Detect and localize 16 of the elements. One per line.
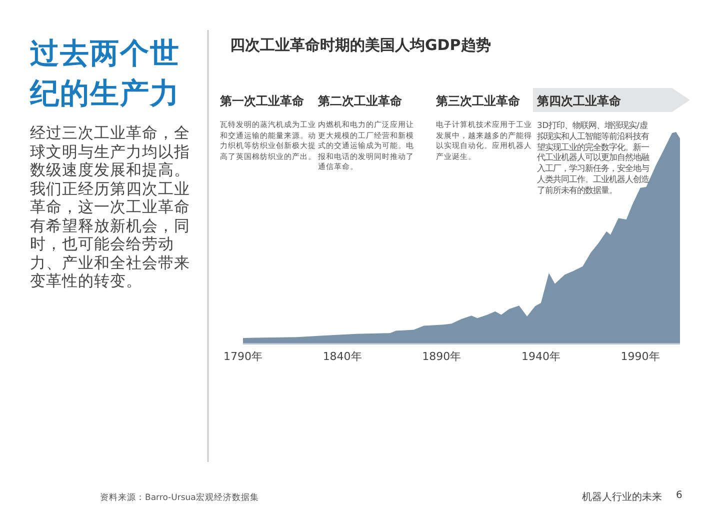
text: 经过三次工业革命，全球文明与生产力均以指数级速度发展和提高。我们正经历第四次工业革命，这一次工业革命有希望释放新机会，同时，也可能会给劳动力、产业和全社会带来变革性的转变。: [30, 124, 190, 290]
text: 第三次工业革命: [436, 93, 521, 110]
text: 机器人行业的未来: [582, 492, 662, 503]
x-tick-label: 1890年: [422, 350, 462, 363]
x-tick-label: 1990年: [620, 350, 660, 363]
text: 6: [676, 490, 684, 501]
annotation: 3D打印、物联网、增强现实/虚拟现实和人工智能等前沿科技有望实现工业的完全数字化。新一代工业机器人可以更加自然地融入工厂，学习新任务，安全地与人类共同工作。工业机器人创造了前所未有的数据量。: [537, 120, 649, 196]
chart-title: 四次工业革命时期的美国人均GDP趋势: [230, 36, 492, 55]
text: 资料来源：Barro-Ursua宏观经济数据集: [100, 492, 260, 504]
text: 第二次工业革命: [318, 93, 403, 110]
text: 第一次工业革命: [220, 94, 304, 108]
x-tick-label: 1840年: [322, 350, 362, 363]
x-tick-label: 1790年: [224, 350, 262, 363]
text: 第四次工业革命: [537, 93, 622, 110]
text: 过去两个世纪的生产力: [30, 35, 181, 112]
x-tick-label: 1940年: [521, 350, 560, 363]
